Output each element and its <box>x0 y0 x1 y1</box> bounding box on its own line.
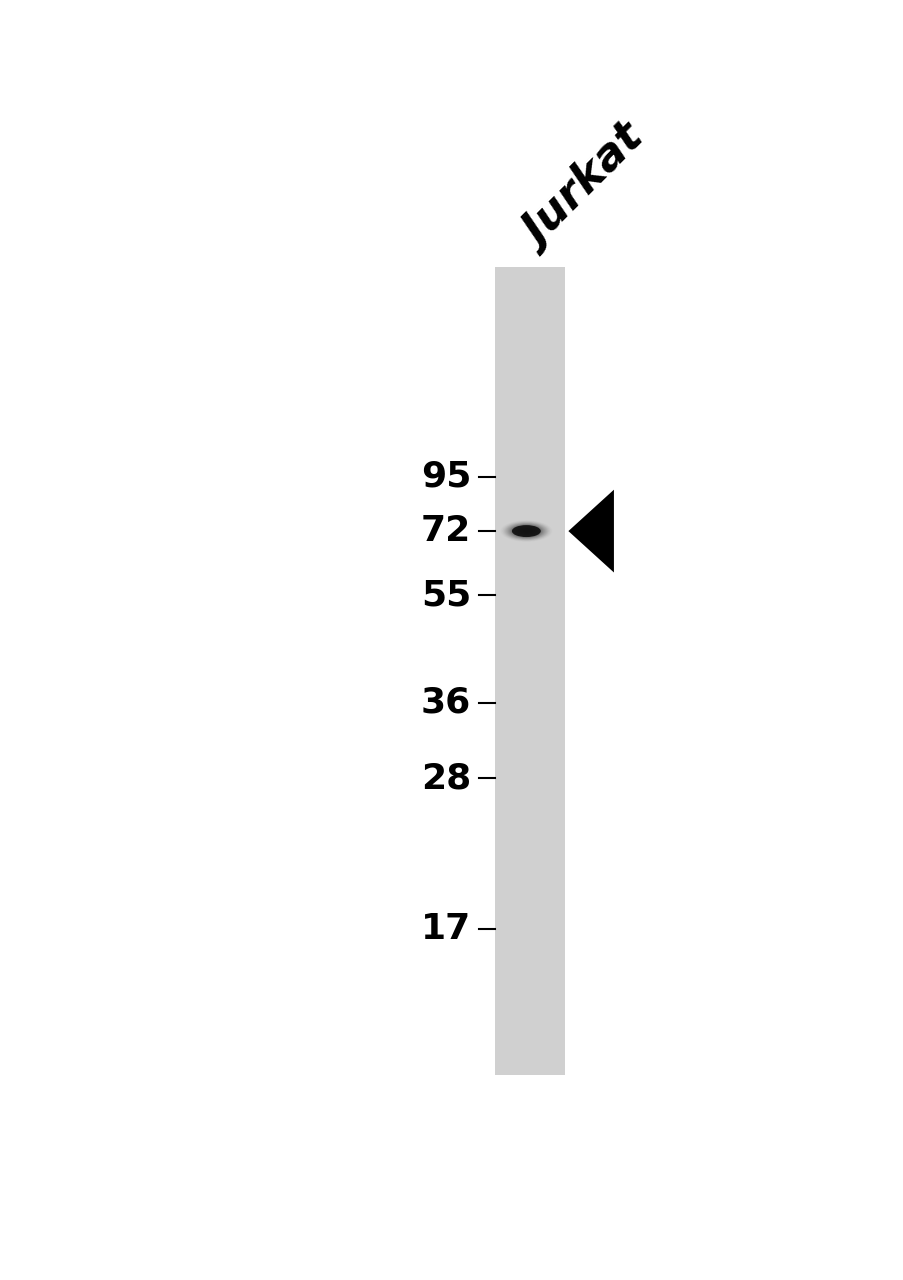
Ellipse shape <box>512 525 540 536</box>
Ellipse shape <box>518 529 533 534</box>
Text: 28: 28 <box>420 762 470 795</box>
Ellipse shape <box>513 526 539 536</box>
Ellipse shape <box>516 527 536 535</box>
Ellipse shape <box>520 529 531 534</box>
Text: 72: 72 <box>420 515 470 548</box>
Polygon shape <box>568 490 613 572</box>
Ellipse shape <box>517 527 535 535</box>
Ellipse shape <box>519 529 532 534</box>
Ellipse shape <box>510 525 542 538</box>
Ellipse shape <box>515 526 537 536</box>
Ellipse shape <box>517 527 535 535</box>
Ellipse shape <box>507 524 545 539</box>
Ellipse shape <box>518 527 534 534</box>
Ellipse shape <box>521 529 530 532</box>
Bar <box>494 268 564 1075</box>
Text: 17: 17 <box>420 913 470 946</box>
Ellipse shape <box>509 525 543 538</box>
Text: 36: 36 <box>420 686 470 719</box>
Ellipse shape <box>524 530 527 531</box>
Ellipse shape <box>511 525 541 538</box>
Text: 55: 55 <box>420 579 470 612</box>
Ellipse shape <box>511 525 540 538</box>
Text: 95: 95 <box>420 460 470 494</box>
Ellipse shape <box>514 526 538 536</box>
Ellipse shape <box>507 524 545 539</box>
Ellipse shape <box>508 524 544 539</box>
Text: Jurkat: Jurkat <box>517 120 654 257</box>
Ellipse shape <box>522 530 529 532</box>
Ellipse shape <box>523 530 528 532</box>
